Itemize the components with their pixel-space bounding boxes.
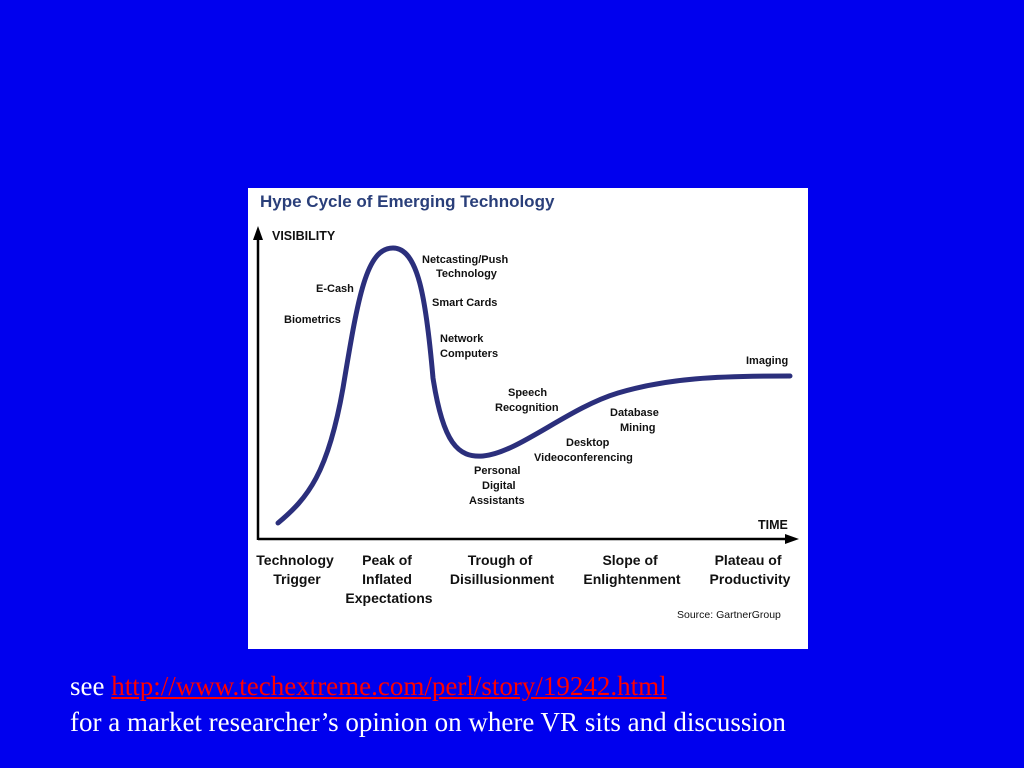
techextreme-link[interactable]: http://www.techextreme.com/perl/story/19…	[111, 671, 667, 701]
phase-plateau-of-productivity: Plateau of Productivity	[710, 552, 791, 587]
hype-cycle-figure: Hype Cycle of Emerging Technology VISIBI…	[248, 188, 808, 649]
source-note: Source: GartnerGroup	[677, 609, 781, 621]
tech-label-smart-cards: Smart Cards	[432, 297, 497, 309]
tech-label-imaging: Imaging	[746, 355, 788, 367]
phase-slope-of-enlightenment: Slope of Enlightenment	[583, 552, 681, 587]
caption-prefix: see	[70, 671, 112, 701]
slide-caption: see http://www.techextreme.com/perl/stor…	[70, 668, 1010, 740]
tech-label-biometrics: Biometrics	[284, 314, 341, 326]
tech-label-speech-recognition: Speech Recognition	[495, 387, 559, 414]
technology-labels: E-Cash Biometrics Netcasting/Push Techno…	[284, 254, 788, 507]
phase-trough-of-disillusionment: Trough of Disillusionment	[450, 552, 555, 587]
tech-label-e-cash: E-Cash	[316, 283, 354, 295]
caption-line-1: see http://www.techextreme.com/perl/stor…	[70, 668, 1010, 704]
phase-technology-trigger: Technology Trigger	[256, 552, 337, 587]
tech-label-netcasting: Netcasting/Push Technology	[422, 254, 511, 280]
figure-title: Hype Cycle of Emerging Technology	[260, 192, 555, 211]
tech-label-network-computers: Network Computers	[440, 333, 498, 360]
phase-labels: Technology Trigger Peak of Inflated Expe…	[256, 552, 790, 606]
tech-label-pda: Personal Digital Assistants	[469, 465, 525, 507]
x-axis-arrow	[785, 534, 799, 544]
tech-label-desktop-videoconferencing: Desktop Videoconferencing	[534, 437, 633, 464]
tech-label-database-mining: Database Mining	[610, 407, 662, 434]
y-axis-arrow	[253, 226, 263, 240]
caption-line-2: for a market researcher’s opinion on whe…	[70, 707, 786, 737]
hype-curve	[275, 245, 793, 526]
phase-peak-of-inflated-expectations: Peak of Inflated Expectations	[345, 552, 432, 606]
y-axis-label: VISIBILITY	[272, 229, 336, 243]
hype-cycle-diagram: Hype Cycle of Emerging Technology VISIBI…	[253, 192, 799, 621]
x-axis-label: TIME	[758, 518, 788, 532]
